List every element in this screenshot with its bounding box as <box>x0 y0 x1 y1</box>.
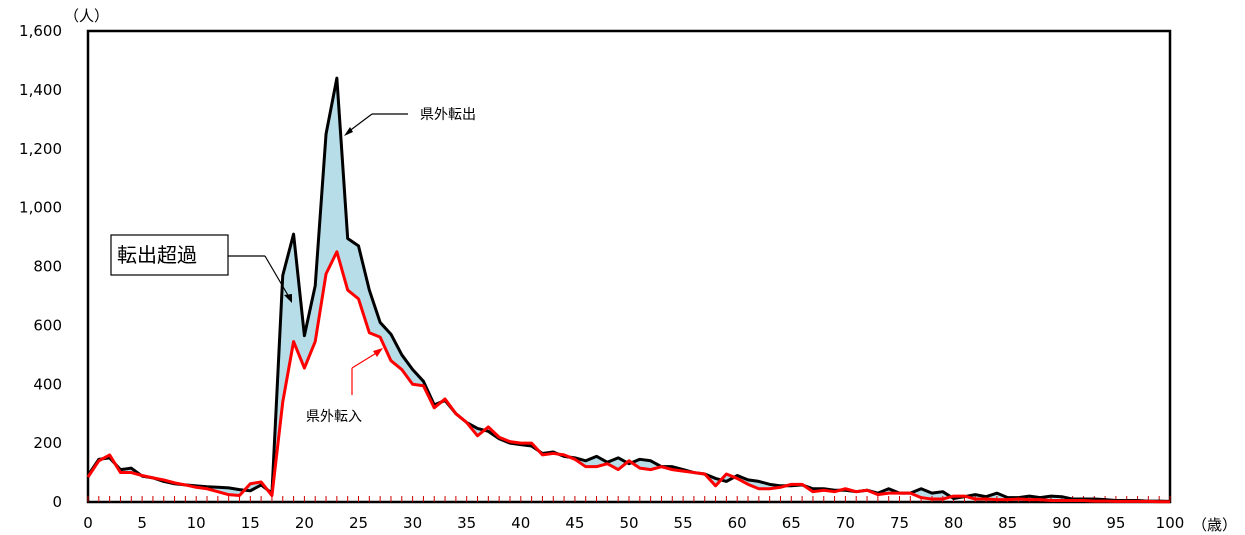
x-tick-label: 95 <box>1106 514 1125 532</box>
x-axis: 0 5 10 15 20 25 30 35 40 45 50 55 60 65 70 75 80 85 90 95 10… <box>83 514 1184 532</box>
x-tick-label: 90 <box>1052 514 1071 532</box>
y-tick-label: 1,200 <box>19 140 62 158</box>
x-tick-label: 80 <box>944 514 963 532</box>
y-tick-label: 1,000 <box>19 199 62 217</box>
annotation-out: 県外転出 <box>344 107 476 136</box>
annotation-excess-label: 転出超過 <box>117 243 197 267</box>
x-tick-label: 35 <box>457 514 476 532</box>
annotation-excess: 転出超過 <box>110 234 292 303</box>
x-tick-label: 55 <box>674 514 693 532</box>
y-tick-label: 800 <box>33 258 62 276</box>
excess-area <box>88 78 1170 502</box>
x-tick-label: 100 <box>1156 514 1185 532</box>
x-tick-label: 70 <box>836 514 855 532</box>
x-unit-label: （歳） <box>1192 516 1237 534</box>
x-tick-label: 75 <box>890 514 909 532</box>
y-tick-label: 1,600 <box>19 22 62 40</box>
y-tick-label: 600 <box>33 316 62 334</box>
x-tick-label: 85 <box>998 514 1017 532</box>
x-tick-label: 0 <box>83 514 93 532</box>
x-tick-label: 25 <box>349 514 368 532</box>
x-tick-label: 40 <box>511 514 530 532</box>
x-tick-label: 5 <box>137 514 147 532</box>
x-tick-label: 65 <box>782 514 801 532</box>
plot-frame <box>86 29 1172 504</box>
x-tick-label: 10 <box>187 514 206 532</box>
y-tick-label: 400 <box>33 375 62 393</box>
annotation-out-label: 県外転出 <box>420 107 476 123</box>
annotation-in-label: 県外転入 <box>306 409 362 425</box>
series-line-in <box>86 250 1170 504</box>
x-tick-label: 30 <box>403 514 422 532</box>
y-tick-label: 1,400 <box>19 81 62 99</box>
y-tick-label: 0 <box>52 493 62 511</box>
x-tick-label: 20 <box>295 514 314 532</box>
x-tick-label: 15 <box>241 514 260 532</box>
y-axis: 0 200 400 600 800 1,000 1,200 1,400 1,600 <box>19 22 62 511</box>
x-tick-label: 45 <box>565 514 584 532</box>
x-tick-label: 50 <box>619 514 638 532</box>
y-tick-label: 200 <box>33 434 62 452</box>
y-unit-label: （人） <box>64 7 109 25</box>
series-line-out <box>86 76 1171 503</box>
annotation-in: 県外転入 <box>306 348 383 425</box>
x-tick-label: 60 <box>728 514 747 532</box>
